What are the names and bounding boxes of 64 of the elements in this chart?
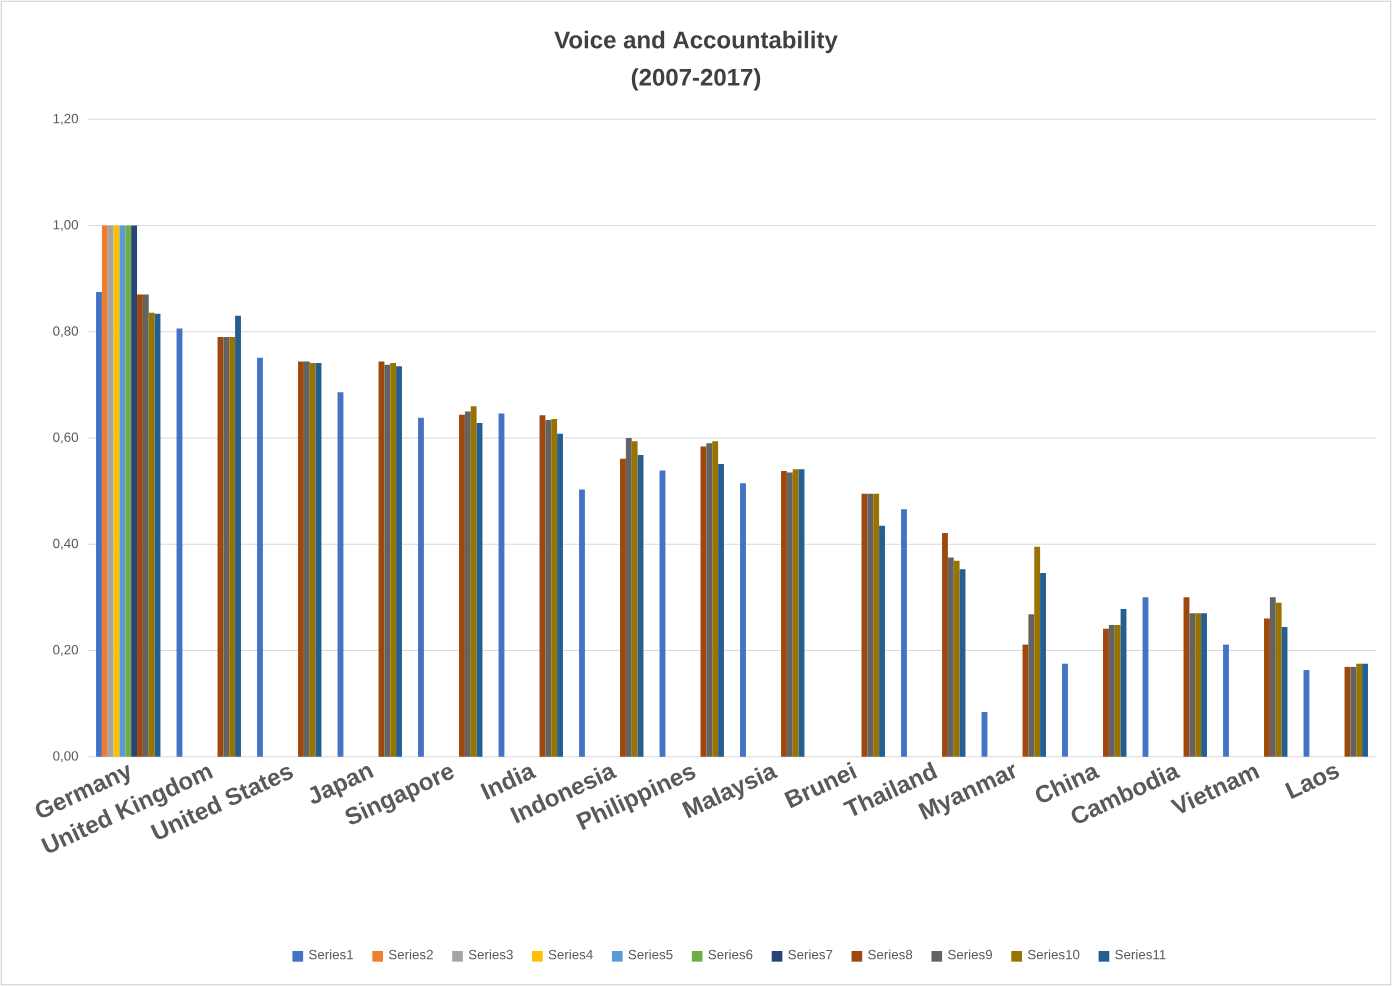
bar [101, 225, 108, 757]
bar [1114, 624, 1121, 757]
bar [1034, 546, 1041, 757]
bar [873, 493, 880, 757]
bar [107, 225, 114, 757]
bar [781, 470, 787, 757]
bar [303, 361, 310, 757]
bar [418, 417, 424, 757]
bar [470, 406, 477, 757]
bar [1103, 628, 1109, 757]
bar [257, 357, 263, 757]
bar [137, 294, 143, 757]
bar [1062, 663, 1068, 757]
bar [1195, 613, 1202, 757]
bar [1201, 613, 1207, 757]
bar [390, 363, 397, 757]
bar [579, 489, 585, 757]
bar [223, 337, 230, 757]
bar [1223, 644, 1229, 757]
bar [1275, 602, 1282, 757]
bar [131, 225, 138, 757]
bar [1264, 618, 1270, 757]
bar [545, 419, 552, 757]
bar [631, 441, 638, 757]
bar [1362, 663, 1368, 757]
bar [148, 312, 155, 757]
bar [942, 533, 948, 757]
bar [879, 525, 885, 757]
bar [1028, 614, 1035, 757]
bar [125, 225, 132, 757]
bar [119, 225, 126, 757]
bar [625, 438, 632, 757]
bar [718, 464, 724, 757]
bar [706, 443, 713, 757]
bar [551, 418, 558, 757]
bar [901, 509, 907, 757]
bar [712, 441, 719, 757]
bar [1356, 663, 1363, 757]
bar [953, 560, 960, 757]
bar [1108, 624, 1115, 757]
bar [620, 458, 626, 757]
bar [792, 469, 799, 757]
x-tick-label: Laos [1284, 766, 1340, 799]
bar [459, 414, 465, 757]
bar [1269, 597, 1276, 757]
bar [740, 483, 746, 757]
bar [384, 364, 391, 757]
bar [229, 337, 236, 757]
chart-subtitle: (2007-2017) [631, 68, 761, 91]
bar [867, 493, 874, 757]
bar [786, 472, 793, 757]
bar [396, 366, 402, 757]
bar [1350, 666, 1357, 757]
chart-title: Voice and Accountability [554, 30, 838, 54]
bar [309, 363, 316, 757]
bar [235, 315, 241, 757]
bar [96, 291, 102, 757]
bar [464, 411, 471, 757]
bar [557, 433, 563, 757]
bar [142, 294, 149, 757]
bar [298, 361, 304, 757]
bar [1189, 613, 1196, 757]
bar [947, 557, 954, 757]
bar [1040, 572, 1046, 757]
